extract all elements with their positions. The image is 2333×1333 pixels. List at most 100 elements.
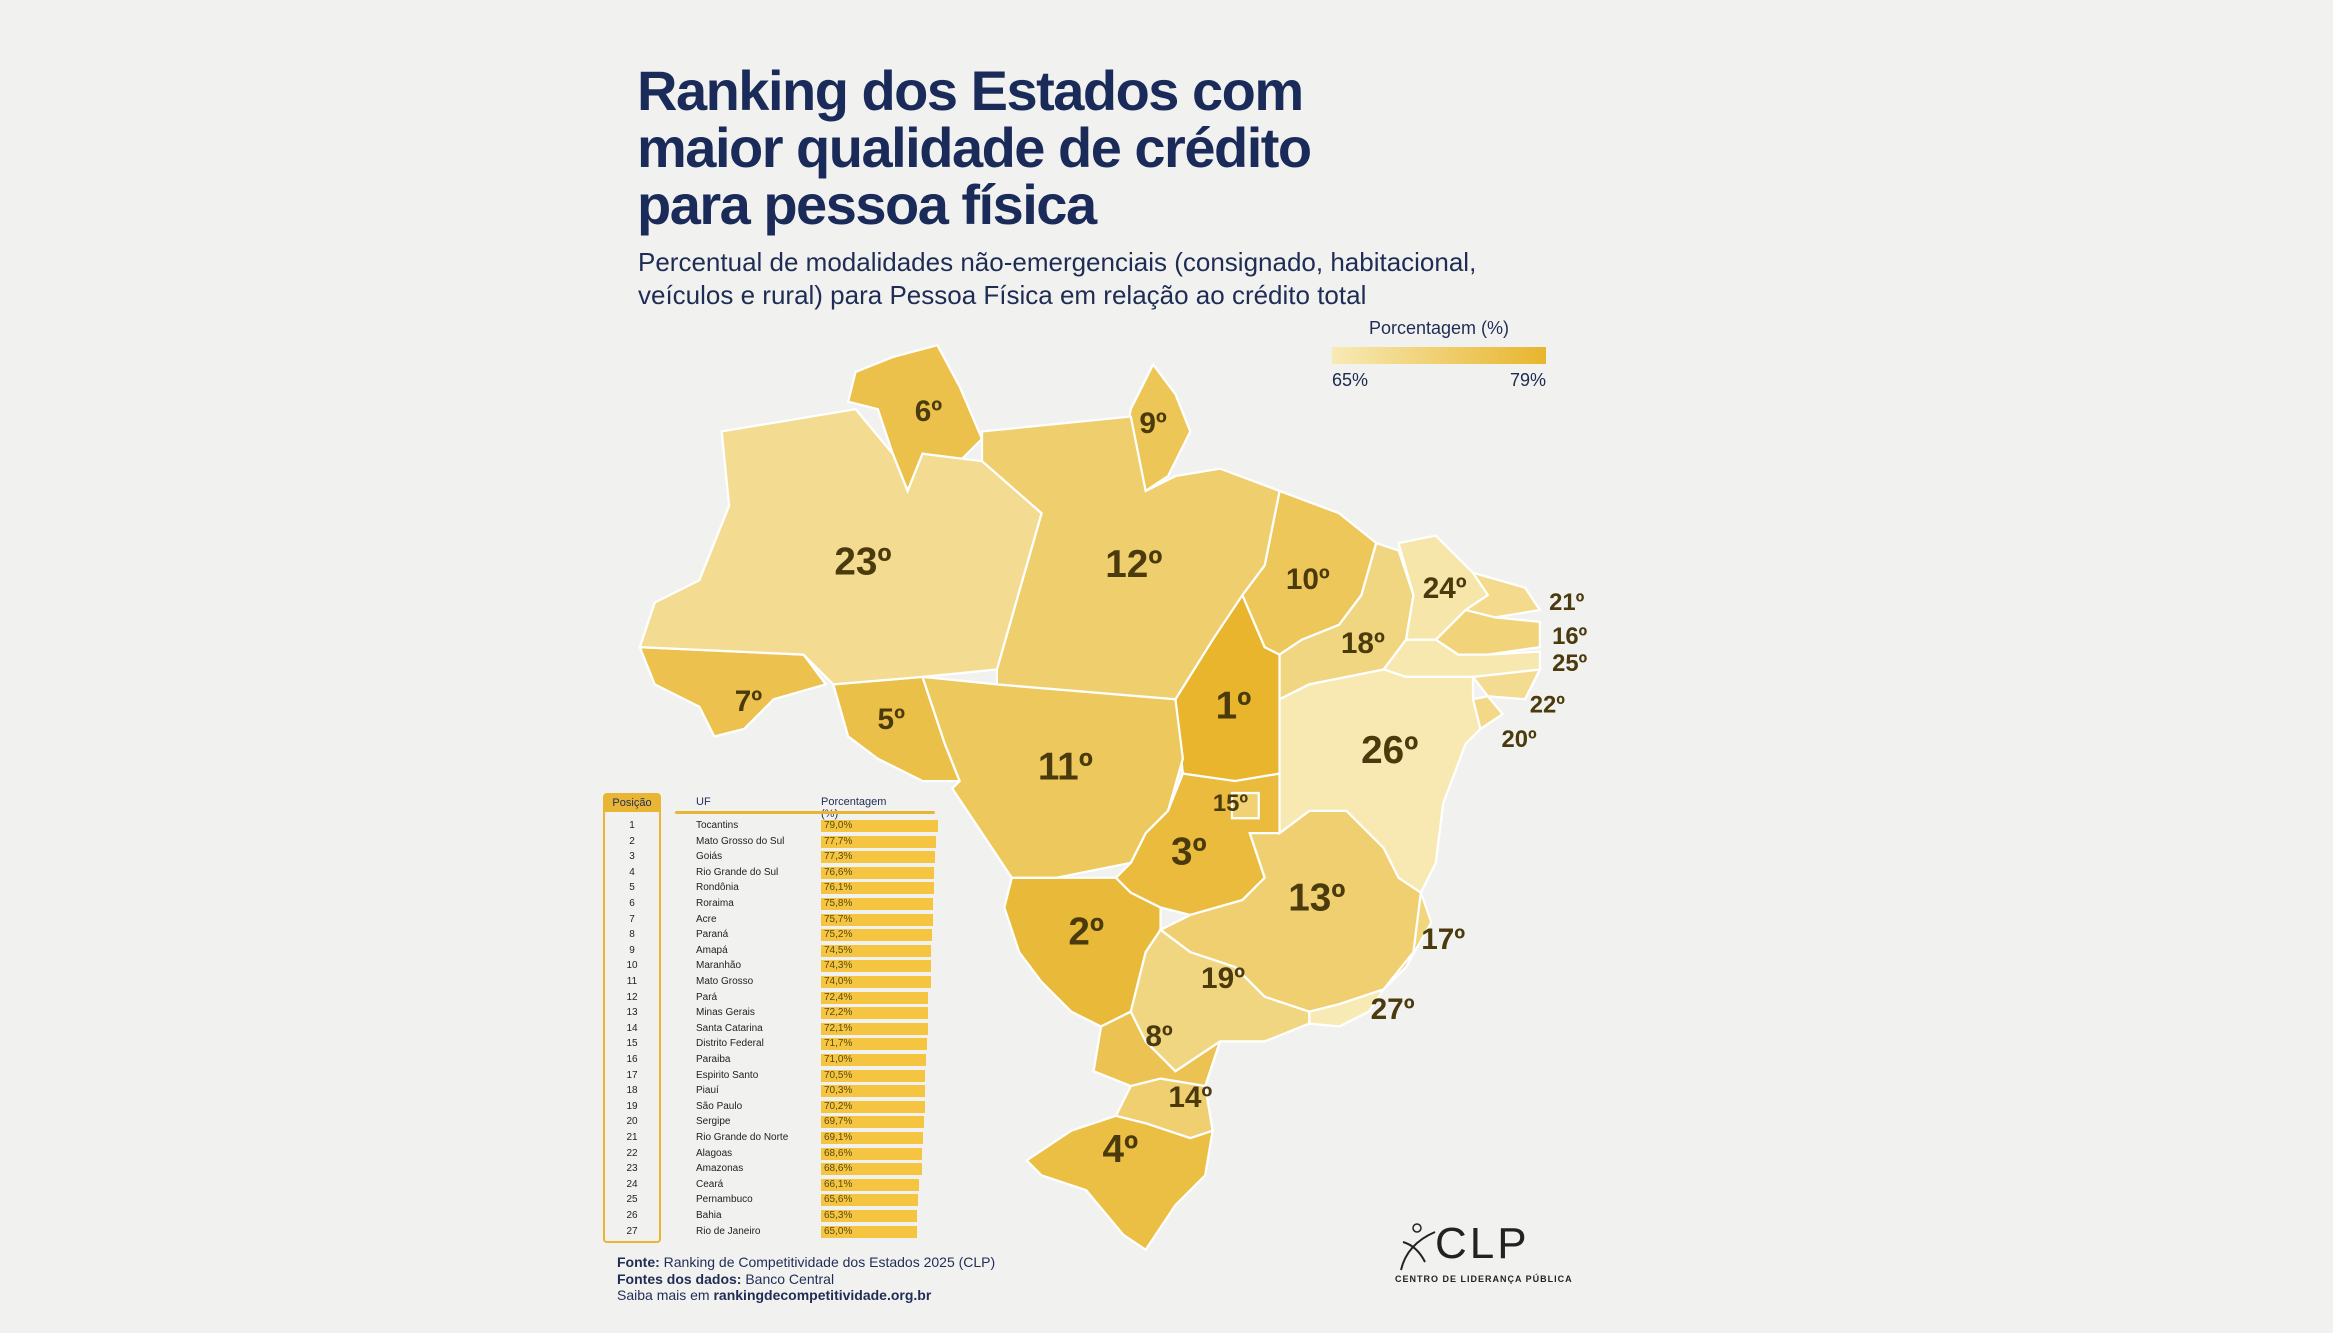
- state-rank-label: 20º: [1502, 726, 1537, 753]
- state-rank-label: 8º: [1145, 1020, 1173, 1053]
- table-row: 14 Santa Catarina 72,1%: [603, 1021, 943, 1037]
- row-state: Goiás: [696, 851, 723, 863]
- state-ac: [638, 645, 828, 738]
- source-label: Fonte:: [617, 1254, 660, 1270]
- row-state: Acre: [696, 913, 717, 925]
- row-value-bar: 75,8%: [821, 898, 934, 910]
- table-row: 9 Amapá 74,5%: [603, 943, 943, 959]
- state-rank-label: 18º: [1341, 627, 1385, 660]
- row-position: 11: [626, 976, 638, 987]
- row-state: Maranhão: [696, 960, 742, 972]
- row-value-bar: 79,0%: [821, 820, 938, 832]
- data-source-text: Banco Central: [741, 1270, 835, 1287]
- table-row: 5 Rondônia 76,1%: [603, 880, 943, 896]
- row-position: 17: [626, 1069, 638, 1081]
- position-column: Posição: [603, 793, 661, 1243]
- row-state: Distrito Federal: [696, 1038, 764, 1050]
- row-state: Rio de Janeiro: [696, 1225, 761, 1237]
- state-rank-label: 2º: [1068, 911, 1104, 954]
- clp-logo: CLP CENTRO DE LIDERANÇA PÚBLICA: [1395, 1222, 1575, 1285]
- row-value-bar: 72,2%: [821, 1007, 928, 1020]
- row-position: 16: [626, 1054, 638, 1065]
- row-value-bar: 76,1%: [821, 882, 934, 895]
- row-position: 1: [629, 820, 635, 831]
- row-value-bar: 68,6%: [821, 1163, 923, 1176]
- legend-gradient-bar: [1332, 347, 1546, 364]
- header-uf: UF: [696, 796, 711, 808]
- row-state: Amazonas: [696, 1163, 744, 1175]
- row-position: 26: [626, 1210, 638, 1221]
- row-position: 24: [626, 1178, 638, 1190]
- state-rj: [1308, 987, 1387, 1028]
- row-value-bar: 65,3%: [821, 1210, 918, 1222]
- table-row: 11 Mato Grosso 74,0%: [603, 974, 943, 990]
- row-value-bar: 72,4%: [821, 991, 929, 1004]
- row-state: Pará: [696, 991, 718, 1003]
- row-state: Rio Grande do Sul: [696, 866, 779, 878]
- row-state: Minas Gerais: [696, 1007, 755, 1019]
- row-position: 13: [626, 1007, 638, 1019]
- row-state: Espirito Santo: [696, 1069, 759, 1081]
- table-row: 18 Piauí 70,3%: [603, 1083, 943, 1099]
- header-percent: Porcentagem (%): [821, 796, 887, 820]
- row-position: 7: [629, 913, 635, 925]
- row-value-bar: 66,1%: [821, 1178, 919, 1191]
- clp-figure-icon: [1400, 1223, 1436, 1271]
- row-position: 25: [626, 1194, 638, 1206]
- header-position: Posição: [605, 795, 659, 812]
- state-rank-label: 17º: [1421, 923, 1465, 956]
- row-state: Paraiba: [696, 1054, 731, 1065]
- state-rank-label: 25º: [1552, 650, 1587, 677]
- table-row: 17 Espirito Santo 70,5%: [603, 1068, 943, 1084]
- state-rank-label: 1º: [1216, 685, 1252, 728]
- state-rank-label: 10º: [1286, 563, 1330, 596]
- row-position: 5: [629, 882, 635, 894]
- table-row: 4 Rio Grande do Sul 76,6%: [603, 865, 943, 881]
- table-row: 6 Roraima 75,8%: [603, 896, 943, 912]
- row-value-bar: 72,1%: [821, 1022, 928, 1035]
- chart-title: Ranking dos Estados com maior qualidade …: [637, 62, 1312, 233]
- row-value-bar: 71,0%: [821, 1054, 926, 1066]
- row-position: 12: [626, 991, 638, 1003]
- state-rank-label: 15º: [1213, 790, 1248, 817]
- row-value-bar: 71,7%: [821, 1038, 928, 1051]
- more-info-text: Saiba mais em: [617, 1287, 714, 1303]
- row-position: 10: [626, 960, 638, 972]
- state-sc: [1114, 1077, 1214, 1140]
- row-state: Mato Grosso: [696, 976, 754, 987]
- table-row: 23 Amazonas 68,6%: [603, 1161, 943, 1177]
- logo-subtitle: CENTRO DE LIDERANÇA PÚBLICA: [1395, 1274, 1573, 1284]
- row-value-bar: 69,1%: [821, 1132, 924, 1144]
- state-rank-label: 13º: [1288, 876, 1345, 919]
- table-row: 21 Rio Grande do Norte 69,1%: [603, 1130, 943, 1146]
- legend-max: 79%: [1509, 370, 1546, 390]
- row-state: Paraná: [696, 929, 729, 941]
- state-rank-label: 22º: [1530, 692, 1565, 719]
- row-position: 18: [626, 1085, 638, 1097]
- chart-subtitle: Percentual de modalidades não-emergencia…: [638, 246, 1518, 312]
- table-row: 1 Tocantins 79,0%: [603, 818, 943, 834]
- state-am: [638, 407, 1043, 686]
- row-value-bar: 68,6%: [821, 1147, 923, 1160]
- state-rank-label: 12º: [1105, 543, 1162, 586]
- row-state: Roraima: [696, 898, 734, 909]
- state-mt: [920, 675, 1185, 879]
- row-state: Rondônia: [696, 882, 739, 894]
- row-state: Pernambuco: [696, 1194, 753, 1206]
- table-row: 22 Alagoas 68,6%: [603, 1146, 943, 1162]
- table-row: 3 Goiás 77,3%: [603, 849, 943, 865]
- state-rank-label: 11º: [1038, 746, 1093, 789]
- table-row: 8 Paraná 75,2%: [603, 927, 943, 943]
- row-value-bar: 74,3%: [821, 960, 931, 973]
- row-position: 23: [626, 1163, 638, 1175]
- legend-min: 65%: [1332, 370, 1369, 390]
- row-position: 2: [629, 835, 635, 847]
- state-rank-label: 4º: [1103, 1128, 1139, 1171]
- row-position: 8: [629, 929, 635, 941]
- state-rank-label: 14º: [1168, 1081, 1212, 1114]
- state-rank-label: 5º: [878, 703, 906, 736]
- more-info-link[interactable]: rankingdecompetitividade.org.br: [713, 1287, 932, 1303]
- row-position: 9: [629, 944, 635, 956]
- table-row: 19 São Paulo 70,2%: [603, 1099, 943, 1115]
- table-row: 16 Paraiba 71,0%: [603, 1052, 943, 1068]
